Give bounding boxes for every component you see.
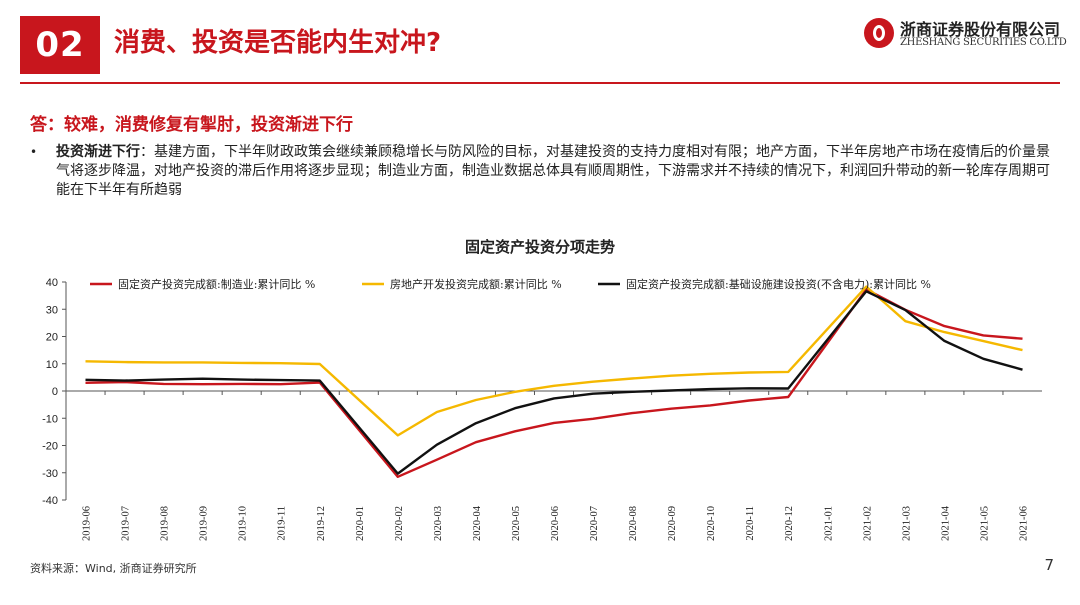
x-tick-label: 2021-02 [862,506,873,541]
y-tick-label: 30 [46,304,58,316]
section-number-badge: 02 [20,16,100,74]
bullet-dot-icon: • [30,145,38,159]
page-number: 7 [1044,556,1054,574]
x-tick-label: 2019-10 [238,506,249,541]
x-tick-label: 2021-04 [940,505,951,541]
bullet-lead: 投资渐进下行 [56,144,140,160]
logo-company-name: 浙商证券股份有限公司 [900,20,1061,39]
bullet-paragraph: • 投资渐进下行：基建方面，下半年财政政策会继续兼顾稳增长与防风险的目标，对基建… [30,143,1060,200]
line-chart: 40 30 20 10 0 -10 -20 -30 -40 2019-06 2019-07 2019-… [42,277,1042,541]
legend-label-3: 固定资产投资完成额:基础设施建设投资(不含电力):累计同比 % [626,277,931,291]
x-tick-label: 2019-08 [160,506,171,541]
x-tick-label: 2020-11 [745,506,756,541]
x-tick-label: 2020-04 [472,505,483,541]
x-tick-label: 2020-12 [784,506,795,541]
company-logo: 浙商证券股份有限公司 ZHESHANG SECURITIES CO.LTD [864,16,1067,56]
x-tick-label: 2021-05 [979,506,990,541]
y-tick-label: -20 [42,441,58,453]
legend-label-1: 固定资产投资完成额:制造业:累计同比 % [118,277,315,291]
bullet-body: 投资渐进下行：基建方面，下半年财政政策会继续兼顾稳增长与防风险的目标，对基建投资… [56,143,1060,200]
x-tick-label: 2021-01 [823,506,834,541]
y-tick-label: 20 [46,332,58,344]
x-tick-label: 2020-08 [628,506,639,541]
legend-label-2: 房地产开发投资完成额:累计同比 % [390,277,562,291]
y-tick-label: -40 [42,495,58,507]
source-note: 资料来源：Wind, 浙商证券研究所 [30,562,197,575]
y-tick-label: 40 [46,277,58,289]
y-tick-label: 0 [52,386,58,398]
x-tick-label: 2020-05 [511,506,522,541]
x-tick-label: 2019-07 [121,506,132,541]
x-tick-label: 2020-03 [433,506,444,541]
x-tick-label: 2020-10 [706,506,717,541]
x-tick-label: 2020-02 [394,506,405,541]
y-tick-label: -10 [42,413,58,425]
series-line-1 [85,288,1023,478]
chart-title: 固定资产投资分项走势 [464,238,615,256]
x-tick-label: 2019-09 [199,506,210,541]
x-tick-label: 2020-07 [589,506,600,541]
x-tick-label: 2019-11 [277,506,288,541]
page-title: 消费、投资是否能内生对冲? [114,28,442,58]
header-divider [20,82,1060,84]
answer-heading: 答：较难，消费修复有掣肘，投资渐进下行 [30,115,353,135]
x-tick-label: 2021-06 [1018,506,1029,541]
series-line-2 [85,285,1023,437]
x-tick-label: 2020-01 [355,506,366,541]
logo-company-name-en: ZHESHANG SECURITIES CO.LTD [900,37,1067,48]
zheshang-logo-icon [864,18,894,48]
series-line-3 [85,290,1023,475]
bullet-text: ：基建方面，下半年财政政策会继续兼顾稳增长与防风险的目标，对基建投资的支持力度相… [56,144,1050,198]
x-tick-label: 2019-12 [316,506,327,541]
x-tick-label: 2020-06 [550,506,561,541]
x-tick-label: 2020-09 [667,506,678,541]
y-tick-label: -30 [42,468,58,480]
y-tick-label: 10 [46,359,58,371]
x-tick-label: 2021-03 [901,506,912,541]
x-tick-label: 2019-06 [82,506,93,541]
